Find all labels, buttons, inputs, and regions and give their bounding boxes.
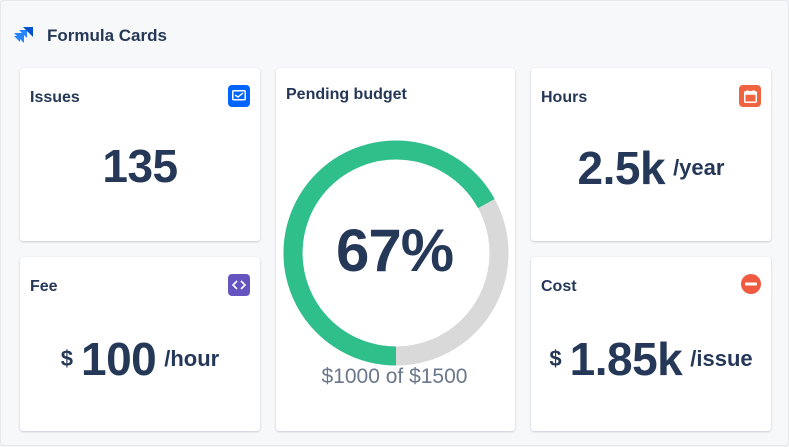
issues-card[interactable]: Issues 135 — [20, 68, 260, 241]
budget-amount: $1000 of $1500 — [321, 365, 468, 388]
fee-label: Fee — [30, 278, 58, 295]
cost-amount: 1.85k — [569, 333, 683, 385]
monitor-icon[interactable] — [228, 85, 250, 107]
hours-amount: 2.5k — [577, 142, 666, 194]
hours-label: Hours — [541, 89, 588, 106]
fee-value: $100/hour — [20, 332, 260, 386]
calendar-icon[interactable] — [739, 85, 761, 107]
issues-label: Issues — [30, 89, 80, 106]
cost-card[interactable]: Cost $1.85k/issue — [531, 257, 771, 431]
cost-currency: $ — [549, 346, 562, 371]
cost-label: Cost — [541, 278, 577, 295]
hours-card[interactable]: Hours 2.5k/year — [531, 68, 771, 241]
minus-circle-icon[interactable] — [741, 274, 761, 294]
dashboard-header: Formula Cards — [13, 23, 167, 49]
cost-unit: /issue — [690, 346, 753, 371]
budget-percent: 67% — [335, 217, 454, 284]
code-icon[interactable] — [228, 274, 250, 296]
fee-amount: 100 — [81, 333, 157, 385]
fee-card[interactable]: Fee $100/hour — [20, 257, 260, 431]
pending-budget-label: Pending budget — [286, 86, 407, 103]
hours-unit: /year — [673, 155, 725, 180]
page-title: Formula Cards — [47, 26, 167, 45]
cost-value: $1.85k/issue — [531, 332, 771, 386]
fee-currency: $ — [60, 346, 73, 371]
jira-logo-icon — [14, 27, 33, 43]
issues-value: 135 — [20, 139, 260, 193]
fee-unit: /hour — [164, 346, 220, 371]
hours-value: 2.5k/year — [531, 141, 771, 195]
issues-count: 135 — [102, 140, 178, 192]
